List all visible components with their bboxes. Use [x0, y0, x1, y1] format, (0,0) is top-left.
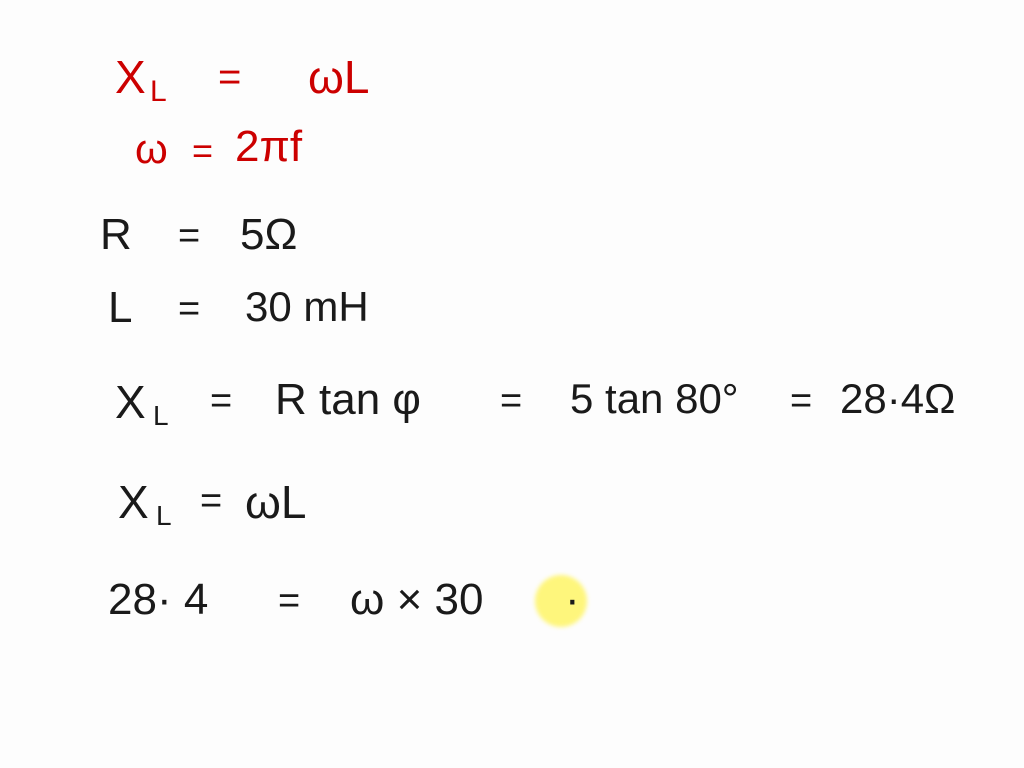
equation-line-5-rhs2: 5 tan 80°	[570, 375, 739, 423]
equation-line-5-eq: =	[210, 380, 232, 423]
equation-line-7-rhs: ω × 30	[350, 575, 483, 625]
equation-line-7-dot: ·	[565, 575, 580, 625]
equation-line-5-rhs3: 28·4Ω	[840, 375, 955, 423]
equation-line-2-rhs: 2πf	[235, 122, 302, 172]
equation-line-3-eq: =	[178, 215, 200, 258]
equation-line-7-eq: =	[278, 580, 300, 623]
equation-line-1-xl: X	[115, 50, 146, 104]
equation-line-2-eq: =	[192, 130, 213, 172]
equation-line-5-rhs: R tan φ	[275, 375, 421, 425]
equation-line-1-eq: =	[218, 55, 241, 100]
equation-line-7-lhs: 28· 4	[108, 575, 208, 625]
equation-line-6-eq: =	[200, 480, 222, 523]
equation-line-1-sub: L	[150, 75, 167, 109]
equation-line-6-xl: X	[118, 475, 149, 529]
equation-line-4-eq: =	[178, 288, 200, 331]
equation-line-1-rhs: ωL	[308, 50, 370, 104]
equation-line-5-eq2: =	[500, 380, 522, 423]
equation-line-6-rhs: ωL	[245, 475, 307, 529]
equation-line-3-rhs: 5Ω	[240, 210, 297, 260]
equation-line-5-sub: L	[153, 400, 169, 432]
equation-line-4-rhs: 30 mH	[245, 283, 369, 331]
equation-line-5-eq3: =	[790, 380, 812, 423]
equation-line-6-sub: L	[156, 500, 172, 532]
equation-line-5-xl: X	[115, 375, 146, 429]
equation-line-4-l: L	[108, 283, 132, 333]
equation-line-2-omega: ω	[135, 125, 168, 173]
equation-line-3-r: R	[100, 210, 132, 260]
